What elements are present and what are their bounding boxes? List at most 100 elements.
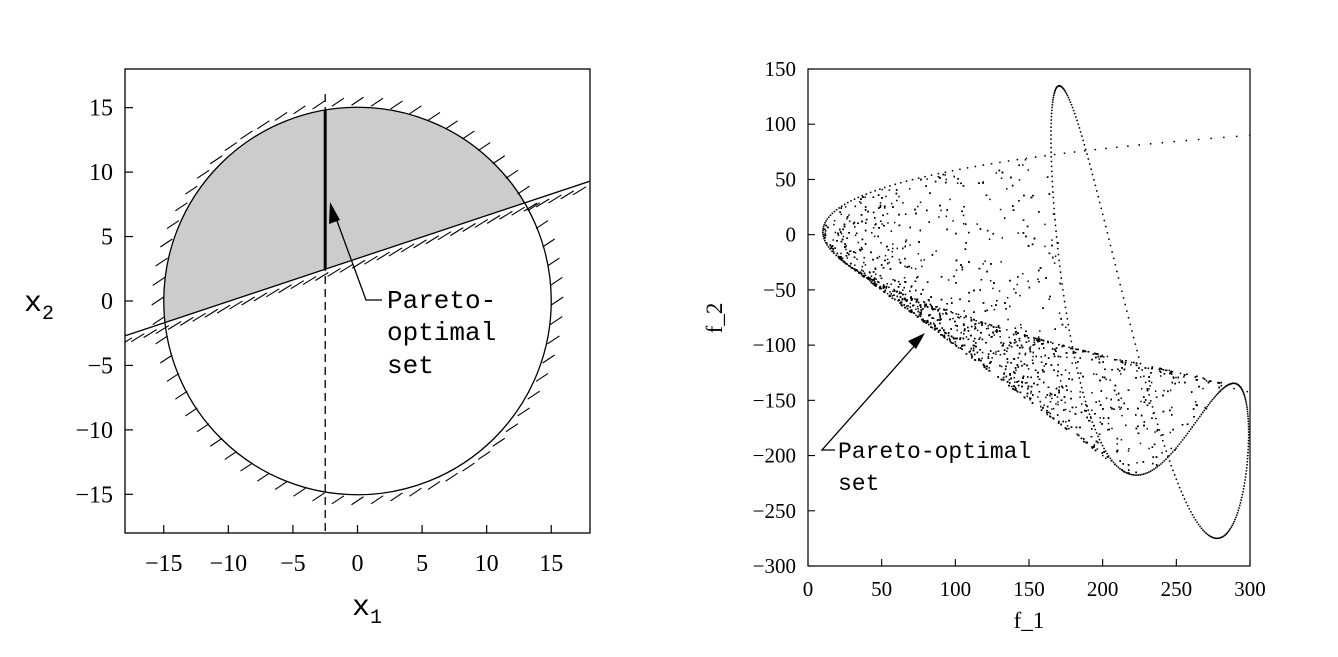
objective-point: [898, 195, 900, 198]
objective-point: [1004, 368, 1007, 370]
objective-point: [1000, 177, 1003, 180]
objective-point: [960, 264, 962, 266]
objective-point: [1071, 406, 1074, 409]
boundary-dot: [1234, 518, 1236, 521]
boundary-dot: [943, 308, 945, 311]
objective-point: [911, 298, 913, 300]
circle-hatch-mark: [547, 257, 560, 267]
boundary-dot: [1244, 398, 1247, 401]
boundary-dot: [1134, 474, 1136, 477]
objective-point: [963, 333, 965, 335]
boundary-dot: [1206, 533, 1209, 536]
objective-point: [844, 246, 847, 248]
boundary-dot: [1155, 417, 1157, 420]
boundary-dot: [1190, 510, 1192, 513]
objective-point: [1045, 277, 1047, 279]
boundary-dot: [1082, 139, 1085, 142]
objective-point: [879, 202, 882, 204]
objective-point: [859, 248, 861, 251]
objective-point: [1160, 375, 1162, 377]
boundary-dot: [1237, 509, 1240, 512]
objective-point: [904, 257, 906, 260]
boundary-dot: [1050, 115, 1053, 118]
objective-point: [1031, 243, 1034, 246]
objective-point: [939, 319, 941, 321]
objective-point: [827, 226, 829, 229]
objective-point: [1027, 280, 1029, 283]
boundary-dot: [1079, 382, 1082, 384]
boundary-dot: [1247, 417, 1250, 420]
objective-point: [932, 317, 935, 320]
objective-point: [1049, 295, 1051, 298]
left-xlabel-main: x: [352, 591, 370, 625]
boundary-dot: [972, 318, 975, 321]
objective-point: [1138, 367, 1140, 369]
objective-point: [860, 214, 863, 216]
objective-point: [1154, 431, 1156, 433]
objective-point: [903, 304, 905, 306]
circle-hatch-mark: [527, 390, 540, 400]
line-hatch-mark: [548, 194, 562, 204]
objective-point: [1021, 365, 1023, 367]
objective-point: [986, 365, 988, 368]
objective-point: [1057, 401, 1059, 403]
objective-point: [891, 247, 894, 250]
objective-point: [970, 325, 973, 328]
objective-point: [1006, 296, 1009, 299]
objective-point: [866, 277, 868, 279]
objective-point: [995, 304, 997, 306]
boundary-dot: [1163, 445, 1166, 447]
objective-point: [1162, 394, 1164, 397]
objective-point: [867, 210, 869, 213]
objective-point: [939, 316, 941, 319]
objective-point: [824, 230, 827, 232]
objective-point: [1144, 399, 1147, 401]
boundary-dot: [1058, 265, 1061, 268]
objective-point: [862, 270, 865, 272]
objective-point: [921, 265, 923, 268]
objective-point: [1063, 409, 1065, 411]
boundary-dot: [1100, 441, 1102, 444]
objective-point: [1007, 318, 1009, 321]
objective-point: [939, 315, 942, 317]
circle-hatch-mark: [462, 130, 475, 140]
objective-point: [1150, 381, 1153, 384]
boundary-dot: [1247, 415, 1249, 418]
objective-point: [928, 300, 930, 302]
objective-point: [1113, 389, 1116, 392]
objective-point: [871, 231, 873, 234]
objective-point: [970, 334, 972, 337]
objective-point: [942, 335, 945, 338]
objective-point: [914, 208, 916, 211]
objective-point: [923, 305, 926, 308]
boundary-dot: [1050, 170, 1053, 173]
objective-point: [975, 320, 977, 322]
objective-point: [1026, 364, 1028, 367]
boundary-dot: [904, 293, 907, 296]
boundary-dot: [1061, 86, 1064, 89]
objective-point: [836, 240, 838, 242]
objective-point: [1042, 307, 1044, 309]
objective-point: [1048, 252, 1051, 255]
circle-hatch-mark: [240, 462, 253, 472]
objective-point: [992, 233, 994, 235]
objective-point: [901, 298, 904, 301]
objective-point: [962, 323, 965, 325]
boundary-dot: [1215, 394, 1218, 396]
objective-point: [1160, 371, 1162, 373]
objective-point: [872, 271, 875, 273]
objective-point: [944, 174, 946, 176]
objective-point: [868, 271, 871, 273]
objective-point: [910, 286, 913, 288]
objective-point: [858, 201, 861, 203]
boundary-dot: [831, 212, 834, 215]
objective-point: [1036, 383, 1039, 386]
objective-point: [1065, 421, 1067, 423]
objective-point: [841, 257, 844, 260]
objective-point: [1133, 361, 1135, 364]
boundary-dot: [1246, 390, 1249, 393]
objective-point: [879, 285, 882, 288]
objective-point: [1052, 417, 1055, 419]
objective-point: [900, 301, 903, 304]
